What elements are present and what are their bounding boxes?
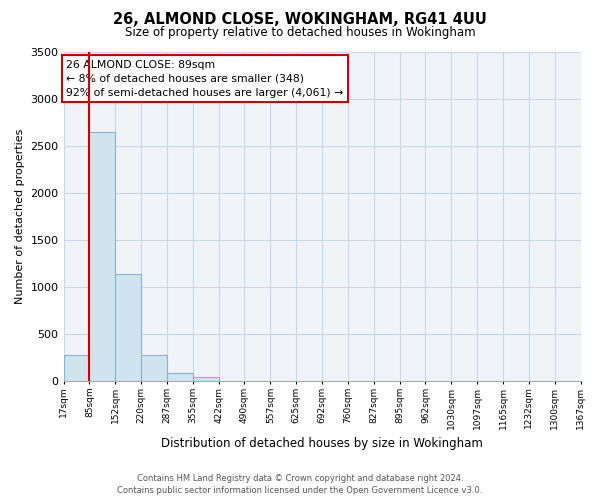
Text: Size of property relative to detached houses in Wokingham: Size of property relative to detached ho… [125, 26, 475, 39]
Text: Contains HM Land Registry data © Crown copyright and database right 2024.
Contai: Contains HM Land Registry data © Crown c… [118, 474, 482, 495]
Y-axis label: Number of detached properties: Number of detached properties [15, 128, 25, 304]
Text: 26 ALMOND CLOSE: 89sqm
← 8% of detached houses are smaller (348)
92% of semi-det: 26 ALMOND CLOSE: 89sqm ← 8% of detached … [66, 60, 343, 98]
X-axis label: Distribution of detached houses by size in Wokingham: Distribution of detached houses by size … [161, 437, 483, 450]
Text: 26, ALMOND CLOSE, WOKINGHAM, RG41 4UU: 26, ALMOND CLOSE, WOKINGHAM, RG41 4UU [113, 12, 487, 28]
